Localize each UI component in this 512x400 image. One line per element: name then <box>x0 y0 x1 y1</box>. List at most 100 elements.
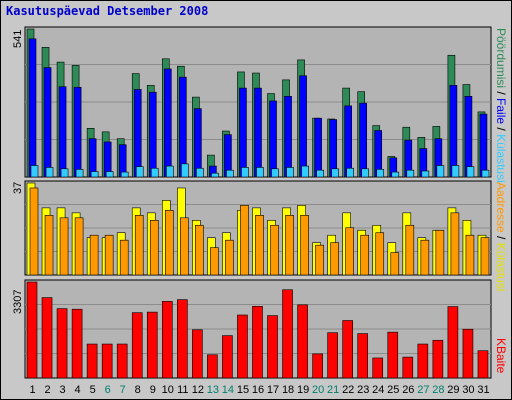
bar-sites <box>390 252 400 276</box>
bar-files <box>179 76 187 178</box>
bar-sites <box>450 212 460 276</box>
bar-sites <box>330 242 339 276</box>
x-tick-label: 21 <box>327 384 339 396</box>
bar-kbytes <box>86 343 98 379</box>
x-tick-label: 23 <box>357 384 369 396</box>
bar-sites <box>285 215 294 276</box>
bar-kbytes <box>41 297 53 379</box>
bar-kbytes <box>402 356 414 379</box>
bar-kbytes <box>192 329 203 379</box>
x-tick-label: 28 <box>432 384 444 396</box>
bar-sites <box>300 215 309 276</box>
bar-visits-top <box>105 171 114 178</box>
x-tick-label: 27 <box>417 384 429 396</box>
bar-kbytes <box>282 289 293 379</box>
x-tick-label: 19 <box>297 384 309 396</box>
bar-kbytes <box>26 281 38 379</box>
bar-visits-top <box>376 169 385 178</box>
x-tick-label: 4 <box>75 384 81 396</box>
bar-visits-top <box>331 168 339 178</box>
bar-visits-top <box>75 169 84 178</box>
x-tick-label: 13 <box>207 384 219 396</box>
bar-sites <box>225 239 234 276</box>
x-tick-label: 7 <box>120 384 126 396</box>
bar-visits-top <box>196 167 204 178</box>
bar-kbytes <box>342 320 353 379</box>
x-tick-label: 18 <box>282 384 294 396</box>
bar-sites <box>465 234 475 276</box>
bar-files <box>28 38 37 178</box>
x-tick-label: 26 <box>402 384 414 396</box>
bar-files <box>449 85 458 178</box>
bar-kbytes <box>71 308 83 379</box>
bar-files <box>344 105 352 178</box>
bar-sites <box>255 215 264 276</box>
x-tick-label: 11 <box>177 384 188 396</box>
bar-sites <box>210 247 219 276</box>
bar-sites <box>104 234 114 276</box>
bar-files <box>359 102 368 178</box>
x-tick-label: 14 <box>222 384 234 396</box>
bar-visits-top <box>150 167 159 178</box>
x-tick-label: 9 <box>150 384 156 396</box>
bar-files <box>163 68 172 178</box>
x-tick-label: 24 <box>372 384 384 396</box>
bar-files <box>299 75 307 178</box>
x-tick-label: 25 <box>387 384 399 396</box>
bar-visits-top <box>466 166 475 178</box>
bar-files <box>269 100 277 178</box>
bar-kbytes <box>462 328 474 379</box>
bar-visits-top <box>391 171 400 178</box>
x-tick-label: 29 <box>447 384 459 396</box>
x-tick-label: 16 <box>252 384 264 396</box>
x-tick-label: 3 <box>60 384 66 396</box>
bar-sites <box>44 215 54 276</box>
bar-sites <box>480 237 490 276</box>
bar-visits-top <box>271 168 279 178</box>
x-tick-label: 1 <box>29 384 35 396</box>
x-tick-label: 22 <box>342 384 354 396</box>
bar-visits-top <box>211 172 219 178</box>
x-tick-label: 20 <box>312 384 324 396</box>
x-tick-label: 12 <box>192 384 204 396</box>
bar-kbytes <box>177 299 188 379</box>
x-tick-label: 15 <box>237 384 249 396</box>
bar-kbytes <box>357 333 369 379</box>
bar-kbytes <box>252 305 263 379</box>
bar-sites <box>29 187 39 276</box>
bar-visits-top <box>181 163 189 178</box>
bar-visits-top <box>436 165 445 178</box>
bar-kbytes <box>312 353 323 379</box>
bar-visits-top <box>346 167 354 178</box>
bar-files <box>43 67 52 178</box>
bar-files <box>194 108 202 178</box>
bar-visits-top <box>451 165 460 178</box>
bar-sites <box>375 232 385 276</box>
bar-files <box>73 86 82 178</box>
bar-kbytes <box>56 308 68 379</box>
bar-sites <box>89 234 99 276</box>
x-tick-label: 8 <box>135 384 141 396</box>
bar-sites <box>240 205 249 276</box>
chart-title: Kasutuspäevad Detsember 2008 <box>6 4 209 18</box>
bar-visits-top <box>241 167 249 178</box>
bar-kbytes <box>237 314 248 379</box>
bar-visits-top <box>316 169 324 178</box>
bar-sites <box>405 224 415 276</box>
bar-kbytes <box>267 315 278 379</box>
bar-kbytes <box>432 339 444 379</box>
bar-sites <box>149 219 159 276</box>
bar-files <box>148 91 157 178</box>
bar-kbytes <box>131 312 143 379</box>
bar-sites <box>420 239 430 276</box>
bar-kbytes <box>161 301 173 379</box>
bar-kbytes <box>387 331 399 379</box>
bar-kbytes <box>222 335 233 379</box>
bar-sites <box>164 210 174 276</box>
bar-kbytes <box>116 343 128 379</box>
bar-kbytes <box>372 357 384 379</box>
bar-sites <box>134 215 144 276</box>
bar-files <box>479 113 488 178</box>
bar-kbytes <box>207 354 218 379</box>
